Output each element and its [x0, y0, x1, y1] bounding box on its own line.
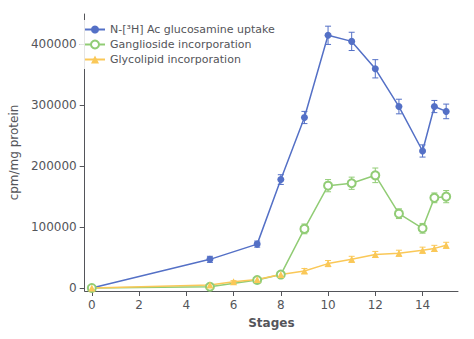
svg-text:10: 10 [320, 298, 335, 312]
svg-text:400000: 400000 [31, 37, 77, 51]
svg-text:Ganglioside incorporation: Ganglioside incorporation [110, 38, 251, 51]
svg-text:0: 0 [69, 281, 77, 295]
svg-text:Stages: Stages [248, 316, 294, 330]
svg-text:12: 12 [368, 298, 383, 312]
svg-text:cpm/mg protein: cpm/mg protein [7, 105, 21, 201]
svg-text:Glycolipid incorporation: Glycolipid incorporation [110, 53, 241, 66]
svg-text:6: 6 [230, 298, 238, 312]
svg-text:2: 2 [135, 298, 143, 312]
svg-text:4: 4 [182, 298, 190, 312]
svg-text:0: 0 [88, 298, 96, 312]
svg-text:300000: 300000 [31, 98, 77, 112]
svg-text:200000: 200000 [31, 159, 77, 173]
svg-text:N-[³H] Ac glucosamine uptake: N-[³H] Ac glucosamine uptake [110, 23, 275, 36]
svg-text:14: 14 [415, 298, 430, 312]
svg-text:8: 8 [277, 298, 285, 312]
svg-text:100000: 100000 [31, 220, 77, 234]
